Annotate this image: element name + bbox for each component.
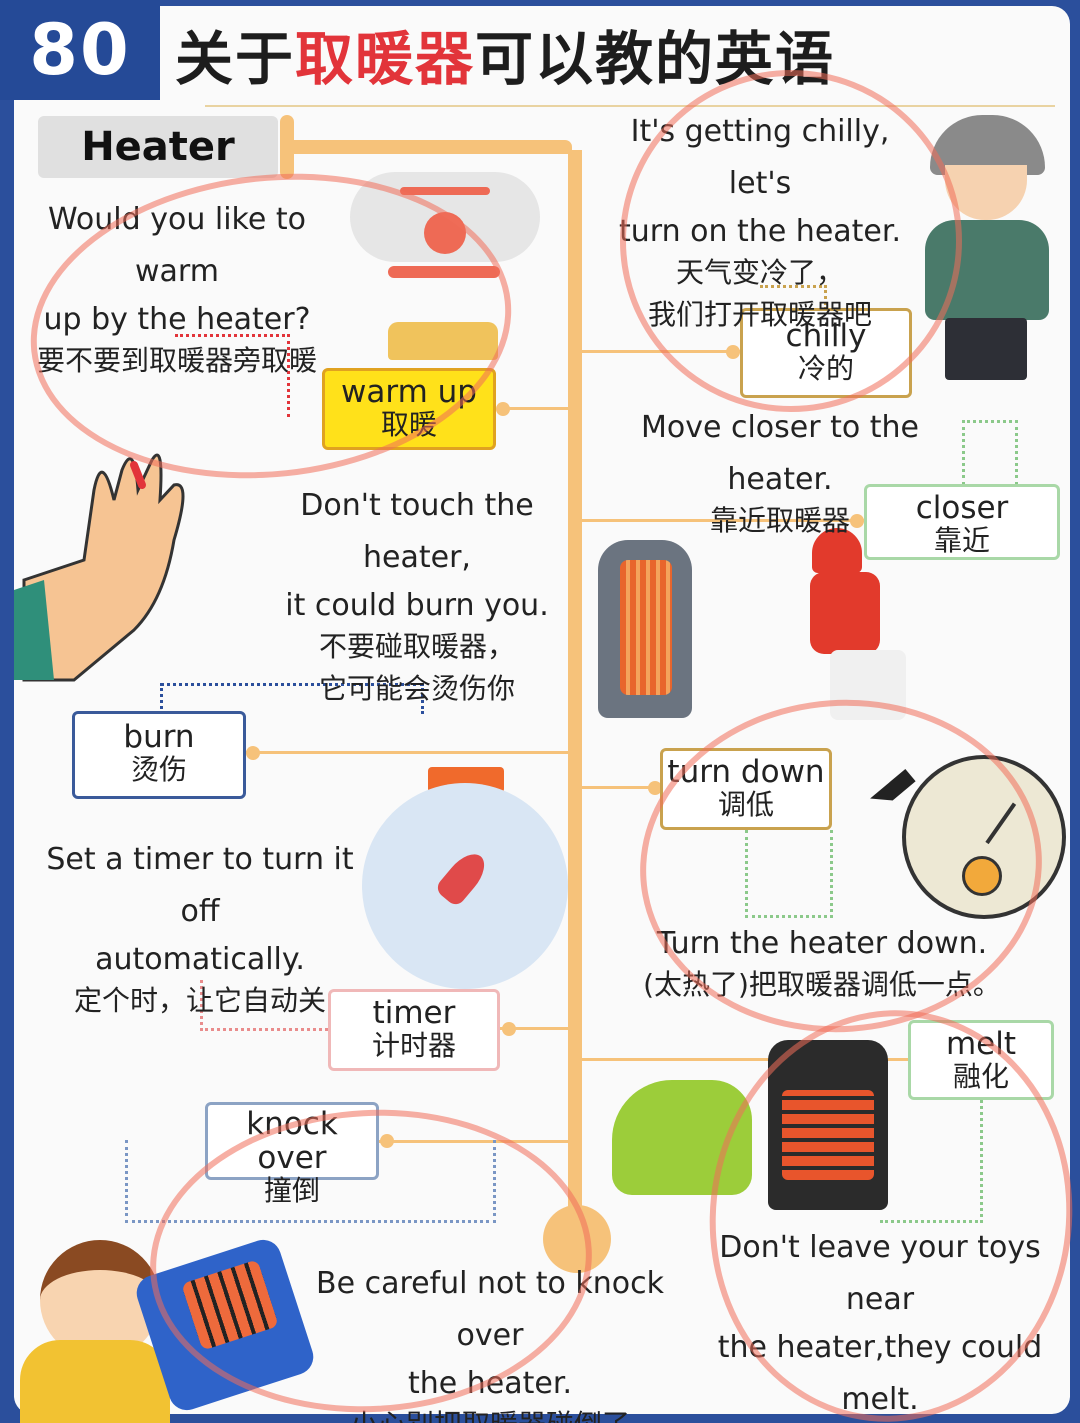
vocab-burn: burn 烫伤 <box>72 711 246 799</box>
trunk-end-circle <box>543 1205 611 1273</box>
vocab-melt: melt 融化 <box>908 1020 1054 1100</box>
dotted-connector <box>962 420 1018 485</box>
dotted-connector <box>745 830 833 918</box>
running-kid-legs <box>830 650 906 720</box>
sentence-warm-up: Would you like to warm up by the heater?… <box>36 202 317 377</box>
tower-heater-grille <box>620 560 672 695</box>
topic-label: Heater <box>38 116 278 178</box>
vocab-timer: timer 计时器 <box>328 989 500 1071</box>
vocab-turn-down: turn down 调低 <box>660 748 832 830</box>
gauge-flame-icon <box>962 856 1002 896</box>
branch-node <box>502 1022 516 1036</box>
sentence-turn-down: Turn the heater down. (太热了)把取暖器调低一点。 <box>643 926 1001 1001</box>
branch-node <box>850 514 864 528</box>
running-kid-illustration <box>812 528 862 573</box>
dotted-connector <box>880 1100 983 1223</box>
sentence-melt: Don't leave your toys near the heater,th… <box>717 1230 1043 1417</box>
annotation-circle <box>620 70 962 412</box>
branch-warm-up <box>498 407 570 410</box>
dotted-connector <box>175 334 290 417</box>
branch-burn <box>245 751 570 754</box>
mindmap-top-branch <box>282 140 572 154</box>
heater-red-bar <box>400 187 490 195</box>
dotted-connector <box>200 980 333 1031</box>
running-kid-body <box>810 572 880 654</box>
heater-red-bar <box>388 266 500 278</box>
burned-hand-icon <box>14 453 185 682</box>
branch-timer <box>500 1027 570 1030</box>
melting-dinosaur-icon <box>612 1080 752 1195</box>
fan-heater-grille <box>782 1090 874 1180</box>
branch-node <box>246 746 260 760</box>
branch-turn-down <box>580 786 660 789</box>
lesson-number-badge: 80 <box>0 0 160 100</box>
branch-closer <box>580 519 864 522</box>
branch-node <box>380 1134 394 1148</box>
vocab-knock-over: knock over 撞倒 <box>205 1102 379 1207</box>
branch-knock-over <box>378 1140 570 1143</box>
dotted-connector <box>125 1140 496 1223</box>
cold-boy-legs <box>945 318 1027 380</box>
sentence-closer: Move closer to the heater. 靠近取暖器 <box>640 410 919 537</box>
mindmap-top-stub <box>280 115 294 179</box>
branch-melt <box>580 1058 908 1061</box>
hands-icon <box>388 322 498 360</box>
sentence-burn: Don't touch the heater, it could burn yo… <box>285 488 549 705</box>
vocab-warm-up: warm up 取暖 <box>322 368 496 450</box>
mindmap-trunk <box>568 150 582 1230</box>
vocab-closer: closer 靠近 <box>864 484 1060 560</box>
sentence-timer: Set a timer to turn it off automatically… <box>46 842 354 1017</box>
branch-node <box>496 402 510 416</box>
boy-body <box>20 1340 170 1423</box>
thermostat-gauge-icon <box>902 755 1066 919</box>
title-underline <box>205 105 1055 107</box>
heater-red-bulb <box>424 212 466 254</box>
branch-node <box>648 781 662 795</box>
dotted-connector <box>160 683 424 714</box>
sentence-knock-over: Be careful not to knock over the heater.… <box>316 1266 664 1423</box>
